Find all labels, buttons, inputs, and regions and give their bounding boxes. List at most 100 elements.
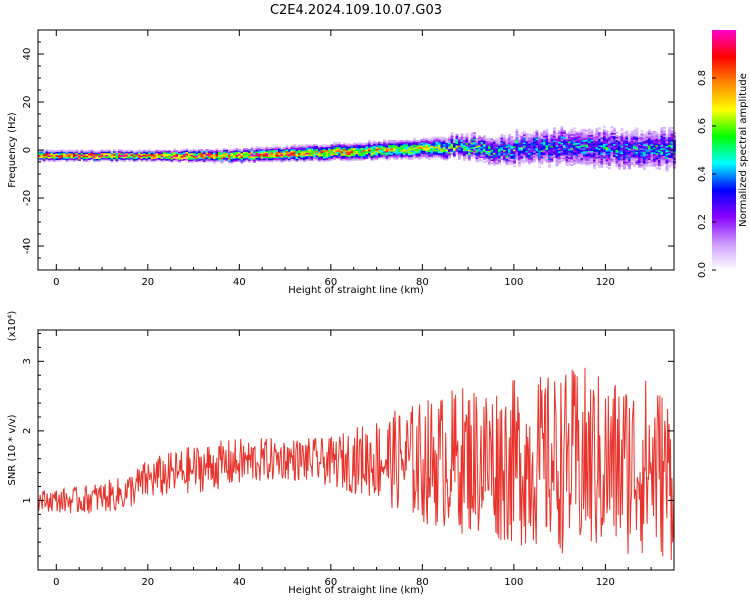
heatmap-cell — [368, 151, 371, 154]
heatmap-cell — [528, 159, 531, 162]
heatmap-cell — [405, 157, 409, 160]
heatmap-cell — [228, 160, 231, 163]
heatmap-cell — [590, 142, 594, 145]
heatmap-cell — [653, 144, 656, 146]
heatmap-cell — [515, 154, 519, 157]
heatmap-cell — [260, 160, 264, 162]
heatmap-cell — [573, 157, 576, 160]
heatmap-cell — [468, 147, 471, 150]
heatmap-cell — [553, 132, 556, 135]
heatmap-cell — [455, 143, 459, 146]
heatmap-cell — [410, 145, 414, 148]
heatmap-cell — [170, 151, 174, 154]
heatmap-cell — [203, 155, 206, 158]
heatmap-cell — [515, 130, 519, 133]
heatmap-cell — [160, 160, 164, 163]
heatmap-cell — [198, 155, 201, 158]
heatmap-cell — [293, 147, 296, 150]
heatmap-cell — [575, 139, 579, 142]
heatmap-cell — [563, 133, 566, 136]
heatmap-cell — [400, 154, 404, 157]
heatmap-cell — [345, 146, 349, 149]
heatmap-cell — [538, 148, 541, 151]
heatmap-cell — [508, 159, 511, 162]
heatmap-cell — [278, 159, 281, 162]
heatmap-cell — [458, 154, 461, 157]
heatmap-cell — [438, 143, 441, 146]
heatmap-cell — [605, 143, 609, 146]
heatmap-cell — [193, 155, 196, 158]
heatmap-cell — [348, 153, 351, 155]
heatmap-cell — [498, 142, 501, 144]
heatmap-cell — [288, 147, 291, 150]
heatmap-cell — [465, 145, 469, 148]
heatmap-cell — [615, 147, 619, 150]
heatmap-cell — [220, 154, 224, 157]
heatmap-cell — [578, 145, 581, 148]
heatmap-cell — [320, 149, 324, 152]
heatmap-cell — [645, 131, 649, 134]
heatmap-cell — [635, 138, 639, 141]
heatmap-cell — [480, 159, 484, 162]
heatmap-cell — [173, 148, 176, 151]
heatmap-cell — [653, 156, 656, 159]
heatmap-cell — [83, 157, 86, 159]
heatmap-cell — [535, 131, 539, 134]
heatmap-cell — [340, 150, 344, 153]
heatmap-cell — [400, 157, 404, 160]
heatmap-cell — [283, 147, 286, 150]
heatmap-cell — [665, 168, 669, 171]
heatmap-cell — [383, 144, 386, 147]
heatmap-cell — [645, 139, 649, 142]
heatmap-cell — [275, 153, 279, 155]
heatmap-cell — [550, 155, 554, 158]
heatmap-cell — [425, 157, 429, 160]
heatmap-cell — [560, 152, 564, 154]
heatmap-cell — [655, 157, 659, 160]
top-x-tick-label: 60 — [324, 277, 337, 288]
top-y-axis-label: Frequency (Hz) — [7, 112, 18, 188]
heatmap-cell — [603, 133, 606, 136]
heatmap-cell — [505, 155, 509, 158]
heatmap-cell — [593, 165, 596, 168]
heatmap-cell — [283, 160, 286, 162]
heatmap-cell — [328, 144, 331, 147]
heatmap-cell — [515, 149, 519, 152]
heatmap-cell — [295, 150, 299, 153]
bottom-y-axis: 123 — [22, 332, 674, 557]
heatmap-cell — [103, 154, 106, 157]
heatmap-cell — [603, 151, 606, 154]
heatmap-cell — [375, 151, 379, 154]
heatmap-cell — [623, 137, 626, 139]
heatmap-cell — [553, 127, 556, 130]
heatmap-cell — [325, 148, 329, 151]
heatmap-cell — [308, 150, 311, 153]
heatmap-cell — [345, 157, 349, 160]
heatmap-cell — [490, 162, 494, 165]
heatmap-cell — [545, 140, 549, 142]
heatmap-cell — [503, 138, 506, 141]
heatmap-cell — [383, 146, 386, 149]
heatmap-cell — [538, 159, 541, 162]
heatmap-cell — [585, 137, 589, 140]
heatmap-cell — [620, 155, 624, 158]
heatmap-cell — [235, 149, 239, 152]
heatmap-cell — [525, 155, 529, 158]
heatmap-cell — [385, 147, 389, 150]
heatmap-cell — [220, 155, 224, 158]
heatmap-cell — [175, 160, 179, 162]
heatmap-cell — [268, 156, 271, 159]
heatmap-cell — [563, 135, 566, 137]
heatmap-cell — [413, 152, 416, 155]
heatmap-cell — [195, 156, 199, 159]
heatmap-cell — [530, 151, 534, 154]
heatmap-cell — [515, 135, 519, 138]
heatmap-cell — [588, 133, 591, 136]
heatmap-cell — [378, 151, 381, 154]
heatmap-cell — [118, 152, 121, 155]
heatmap-cell — [555, 138, 559, 141]
heatmap-cell — [510, 150, 514, 153]
heatmap-cell — [163, 151, 166, 154]
heatmap-cell — [483, 156, 486, 159]
